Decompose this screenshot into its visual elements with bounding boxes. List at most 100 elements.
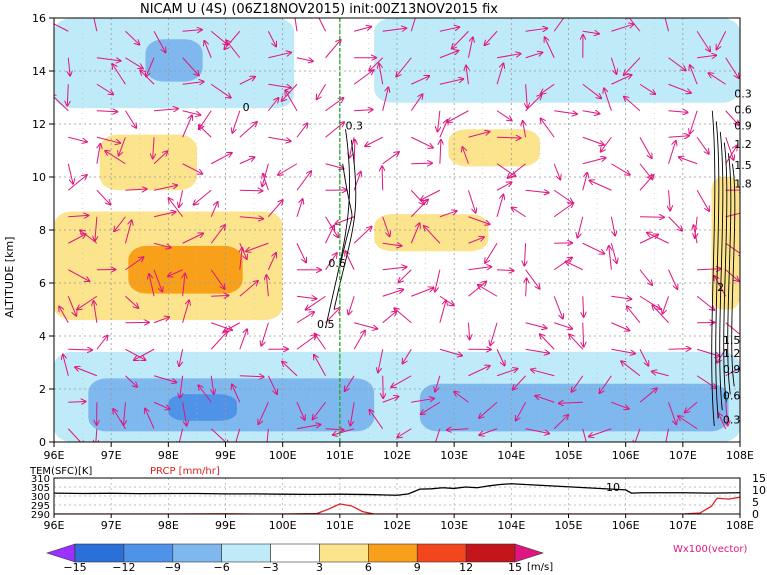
- wind-vector-269: [526, 84, 528, 107]
- wind-vector-87: [210, 225, 225, 244]
- wind-vector-144: [325, 429, 344, 430]
- contour-label-3: 0.5: [317, 318, 335, 331]
- wind-vector-226: [468, 366, 489, 377]
- wind-vector-45: [112, 64, 126, 85]
- wind-vector-31: [93, 18, 98, 32]
- wind-vector-126: [268, 52, 291, 59]
- wind-vector-79: [182, 30, 202, 32]
- wind-vector-110: [226, 40, 241, 59]
- wind-vector-156: [325, 98, 344, 112]
- wind-vector-265: [525, 190, 549, 192]
- wind-vector-0: [67, 428, 84, 442]
- wind-vector-285: [541, 83, 555, 93]
- wind-vector-177: [382, 396, 399, 403]
- x-tick-label-7: 103E: [440, 449, 468, 462]
- wind-vector-173: [353, 70, 373, 85]
- wind-vector-81: [198, 385, 212, 403]
- contour-label-6: 0.9: [734, 119, 752, 132]
- colorbar-box-8: [416, 543, 467, 563]
- shaded-region-7: [145, 39, 203, 82]
- wind-vector-25: [96, 189, 110, 204]
- wind-vector-273: [535, 396, 555, 403]
- wind-vector-294: [566, 261, 584, 271]
- surface-plot: TEM(SFC)[K] PRCP [mm/hr] 10 96E 97E 98E 99E…: [29, 466, 766, 532]
- wind-vector-362: [679, 157, 698, 165]
- wind-vector-204: [410, 94, 422, 112]
- wind-vector-346: [668, 141, 676, 164]
- wind-vector-313: [590, 181, 612, 191]
- wind-vector-270: [525, 52, 543, 59]
- wind-vector-179: [378, 349, 384, 372]
- wind-vector-351: [664, 18, 670, 32]
- shaded-region-2: [99, 134, 197, 191]
- wind-vector-133: [296, 296, 316, 298]
- wind-vector-199: [410, 223, 419, 244]
- wind-vector-189: [379, 64, 384, 85]
- wind-vector-89: [194, 189, 212, 204]
- wind-vector-304: [589, 428, 612, 437]
- wind-vector-339: [668, 349, 691, 350]
- wind-vector-26: [96, 144, 100, 164]
- wind-vector-286: [545, 37, 555, 58]
- wind-vector-315: [601, 136, 612, 151]
- wind-vector-165: [348, 296, 355, 314]
- shaded-region-12: [168, 394, 237, 421]
- wind-vector-103: [239, 243, 247, 259]
- wind-vector-48: [145, 409, 155, 429]
- wind-vector-253: [496, 63, 503, 85]
- wind-vector-190: [369, 57, 384, 71]
- wind-vector-181: [382, 289, 403, 297]
- wind-vector-11: [68, 136, 87, 142]
- wind-vector-42: [105, 151, 126, 165]
- wind-vector-263: [524, 243, 525, 265]
- colorbar-label-2: −9: [165, 561, 181, 574]
- wind-vector-47: [125, 30, 139, 44]
- wind-vector-78: [182, 57, 199, 76]
- colorbar-arrow-high: [514, 543, 544, 563]
- wind-vector-116: [261, 322, 269, 346]
- surface-series-1: [54, 496, 740, 514]
- wind-vector-167: [353, 227, 371, 244]
- wind-vector-254: [496, 54, 520, 59]
- wind-vector-242: [496, 369, 517, 377]
- wind-vector-371: [717, 348, 727, 362]
- wind-vector-376: [725, 212, 740, 218]
- wind-vector-35: [125, 348, 145, 360]
- colorbar-box-9: [465, 543, 516, 563]
- series-label-temperature: TEM(SFC)[K]: [29, 466, 92, 477]
- wind-vector-108: [232, 110, 241, 133]
- colorbar-labels: −15 −12 −9 −6 −3 3 6 9 12 15: [63, 561, 522, 574]
- wind-vector-246: [497, 270, 514, 271]
- wind-vector-154: [325, 163, 344, 169]
- wind-vector-94: [204, 41, 212, 58]
- wind-vector-160: [333, 428, 355, 435]
- contour-line-right-2: [719, 131, 724, 411]
- wind-vector-146: [314, 355, 326, 376]
- surface-y-left-label-0: 310: [31, 474, 50, 485]
- wind-vector-223: [439, 27, 459, 32]
- wind-vector-123: [268, 136, 290, 141]
- wind-vector-237: [466, 66, 468, 85]
- y-tick-label-4: 8: [39, 224, 46, 237]
- contour-line-right-5: [731, 163, 736, 387]
- wind-vector-27: [96, 136, 120, 143]
- wind-vector-218: [440, 140, 441, 164]
- wind-vector-308: [611, 322, 629, 331]
- surface-x-tick-label-11: 107E: [669, 519, 697, 532]
- wind-vector-111: [224, 30, 241, 49]
- wind-vector-166: [345, 251, 355, 270]
- wind-vector-366: [697, 55, 716, 57]
- wind-vector-365: [690, 65, 698, 85]
- wind-vector-93: [210, 83, 230, 97]
- wind-vector-280: [553, 203, 573, 218]
- wind-vector-248: [496, 195, 503, 217]
- wind-vector-230: [468, 267, 491, 270]
- wind-vector-209: [421, 401, 441, 414]
- y-tick-label-2: 4: [39, 330, 46, 343]
- x-tick-label-11: 107E: [669, 449, 697, 462]
- colorbar-label-6: 6: [365, 561, 372, 574]
- wind-vector-118: [267, 253, 276, 270]
- wind-vector-29: [96, 83, 113, 94]
- contour-line-0: [325, 129, 351, 329]
